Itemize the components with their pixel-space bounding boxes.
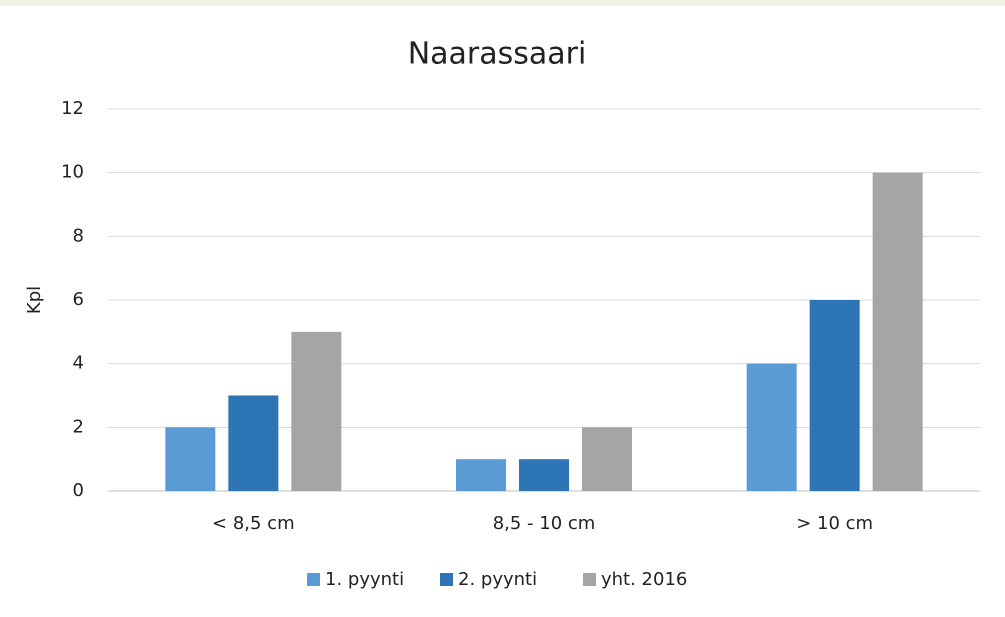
- legend-swatch: [307, 573, 320, 586]
- top-strip: [0, 0, 1005, 6]
- x-tick-label: > 10 cm: [796, 513, 873, 534]
- bar: [872, 172, 923, 491]
- bar: [582, 427, 632, 491]
- legend-swatch: [440, 573, 453, 586]
- bar: [746, 363, 797, 491]
- y-tick-label: 12: [61, 98, 84, 119]
- bar: [165, 427, 216, 491]
- bar: [291, 331, 342, 491]
- legend-swatch: [583, 573, 596, 586]
- legend-label: yht. 2016: [601, 569, 687, 590]
- legend-label: 1. pyynti: [325, 569, 404, 590]
- y-tick-label: 0: [73, 480, 84, 501]
- x-tick-label: < 8,5 cm: [212, 513, 295, 534]
- y-tick-label: 4: [73, 353, 84, 374]
- legend-label: 2. pyynti: [458, 569, 537, 590]
- bar: [809, 300, 860, 491]
- x-tick-label: 8,5 - 10 cm: [493, 513, 596, 534]
- y-axis-label: Kpl: [24, 286, 45, 314]
- y-tick-label: 6: [73, 289, 84, 310]
- bar: [456, 459, 506, 491]
- bar: [228, 395, 279, 491]
- chart-title: Naarassaari: [408, 37, 587, 72]
- y-tick-label: 8: [73, 225, 84, 246]
- y-tick-label: 10: [61, 162, 84, 183]
- y-tick-label: 2: [73, 416, 84, 437]
- bar: [519, 459, 569, 491]
